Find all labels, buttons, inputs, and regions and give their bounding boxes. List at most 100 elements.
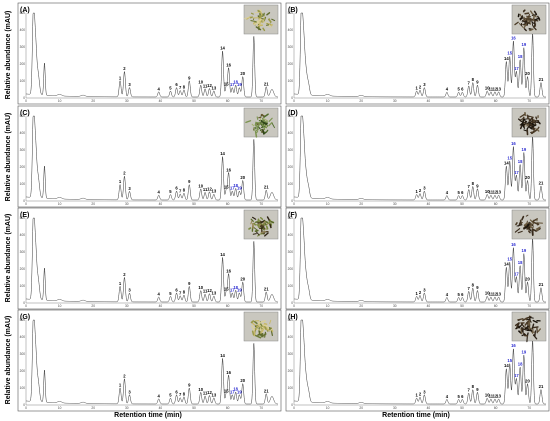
x-tick-label: 0 — [25, 304, 27, 308]
y-tick-label: 500 — [20, 318, 26, 322]
y-tick-label: 300 — [288, 148, 294, 152]
peak-label: 8 — [183, 84, 186, 89]
peak-label: 2 — [123, 272, 126, 277]
y-tick-label: 100 — [20, 182, 26, 186]
panel-frame — [285, 207, 550, 310]
peak-label: 20 — [525, 175, 530, 180]
peak-label: 13 — [496, 86, 501, 91]
x-tick-label: 0 — [293, 202, 295, 206]
peak-label: 8 — [183, 290, 186, 295]
peak-label: 21 — [264, 388, 269, 393]
peak-label: 9 — [188, 383, 191, 388]
peak-label: 14 — [220, 46, 225, 51]
x-tick-label: 50 — [192, 99, 196, 103]
peak-label: 9 — [188, 179, 191, 184]
peak-label: 19 — [237, 82, 242, 87]
peak-label: 12 — [207, 186, 212, 191]
x-tick-label: 60 — [226, 99, 230, 103]
peak-label: 18 — [233, 183, 238, 188]
y-tick-label: 200 — [20, 165, 26, 169]
x-tick-label: 50 — [460, 406, 464, 410]
panel-frame — [17, 2, 282, 105]
peak-label: 15 — [224, 286, 229, 291]
x-tick-label: 40 — [427, 304, 431, 308]
peak-label: 7 — [468, 184, 471, 189]
y-tick-label: 100 — [288, 284, 294, 288]
peak-label: 11 — [489, 292, 494, 297]
x-tick-label: 60 — [494, 406, 498, 410]
peak-label: 8 — [472, 384, 475, 389]
peak-label: 20 — [525, 71, 530, 76]
peak-label: 19 — [521, 350, 526, 355]
peak-label: 16 — [226, 167, 231, 172]
xlabel-right: Retention time (min) — [382, 412, 450, 419]
x-tick-label: 20 — [91, 202, 95, 206]
x-tick-label: 60 — [494, 99, 498, 103]
x-tick-label: 70 — [259, 99, 263, 103]
peak-label: 5 — [169, 393, 172, 398]
peak-label: 12 — [493, 190, 498, 195]
y-tick-label: 400 — [288, 28, 294, 32]
peak-label: 1 — [415, 291, 418, 296]
peak-label: 8 — [472, 77, 475, 82]
x-tick-label: 60 — [494, 202, 498, 206]
x-tick-label: 30 — [393, 202, 397, 206]
panel-label: (B) — [288, 7, 298, 14]
x-tick-label: 70 — [527, 304, 531, 308]
chromatogram-trace — [293, 217, 546, 303]
peak-label: 14 — [504, 262, 509, 267]
x-tick-label: 20 — [359, 202, 363, 206]
peak-label: 7 — [179, 392, 182, 397]
x-tick-label: 50 — [192, 202, 196, 206]
x-tick-label: 30 — [125, 304, 129, 308]
x-tick-label: 60 — [494, 304, 498, 308]
x-tick-label: 70 — [527, 99, 531, 103]
x-tick-label: 50 — [460, 304, 464, 308]
peak-label: 15 — [507, 358, 512, 363]
peak-label: 6 — [175, 389, 178, 394]
y-tick-label: 200 — [288, 369, 294, 373]
peak-label: 16 — [226, 63, 231, 68]
peak-label: 9 — [476, 387, 479, 392]
peak-label: 14 — [504, 160, 509, 165]
peak-label: 2 — [419, 290, 422, 295]
peak-label: 14 — [504, 56, 509, 61]
y-tick-label: 0 — [291, 96, 293, 100]
peak-label: 2 — [419, 392, 422, 397]
sample-photo-3 — [511, 107, 547, 138]
peak-label: 5 — [457, 292, 460, 297]
peak-label: 18 — [518, 361, 523, 366]
peak-label: 14 — [504, 363, 509, 368]
peak-label: 10 — [198, 183, 203, 188]
x-tick-label: 50 — [192, 304, 196, 308]
y-tick-label: 300 — [20, 352, 26, 356]
x-tick-label: 30 — [393, 99, 397, 103]
peak-label: 10 — [485, 393, 490, 398]
x-tick-label: 40 — [159, 99, 163, 103]
x-tick-label: 30 — [125, 406, 129, 410]
x-tick-label: 20 — [359, 304, 363, 308]
x-tick-label: 30 — [393, 304, 397, 308]
x-tick-label: 70 — [259, 304, 263, 308]
x-tick-label: 10 — [58, 304, 62, 308]
x-tick-label: 70 — [527, 202, 531, 206]
peak-label: 11 — [203, 83, 208, 88]
peak-label: 13 — [211, 189, 216, 194]
ylabel-row-3: Relative abundance (mAU) — [5, 214, 12, 303]
peak-label: 14 — [220, 252, 225, 257]
y-tick-label: 200 — [288, 62, 294, 66]
peak-label: 18 — [233, 80, 238, 85]
peak-label: 20 — [240, 175, 245, 180]
y-tick-label: 500 — [20, 216, 26, 220]
x-tick-label: 60 — [226, 406, 230, 410]
peak-label: 15 — [224, 185, 229, 190]
peak-label: 7 — [468, 80, 471, 85]
sample-photo-1 — [511, 4, 547, 35]
x-tick-label: 10 — [326, 202, 330, 206]
panel-label: (A) — [20, 7, 30, 14]
